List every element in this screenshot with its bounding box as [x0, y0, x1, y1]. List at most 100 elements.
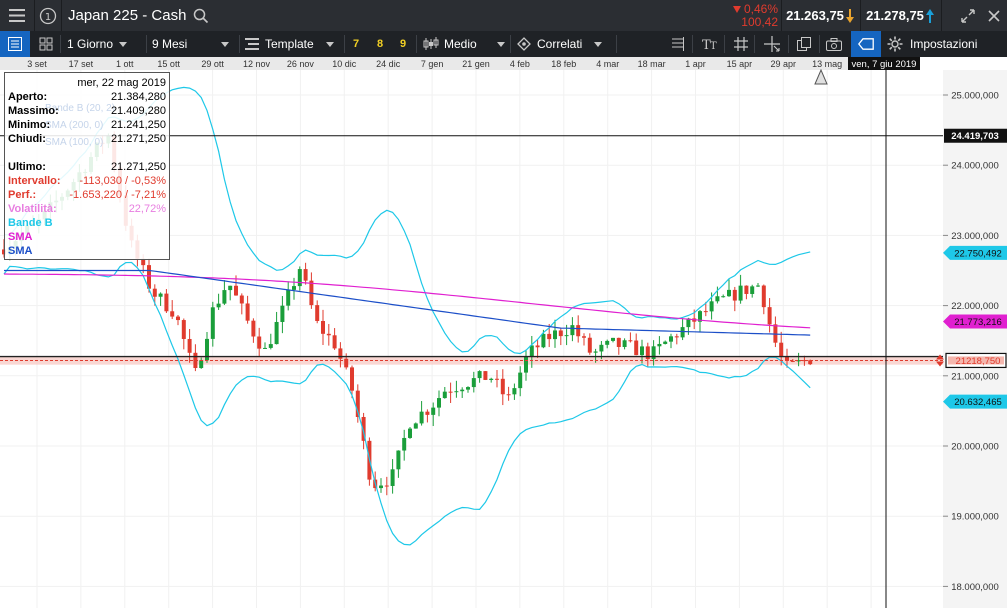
expand-button[interactable] [957, 0, 979, 31]
info-row-value: -1.653,220 / -7,21% [69, 189, 166, 201]
candle-body [779, 342, 784, 357]
template-select[interactable]: Template [245, 31, 341, 57]
candle-body [170, 311, 175, 317]
candle-body [703, 311, 708, 313]
sell-price: 21.263,75 [786, 8, 844, 23]
scroll-handle[interactable] [814, 68, 828, 85]
change-display: 0,46% 100,42 [724, 0, 778, 31]
top-bar: 1 Japan 225 - Cash 0,46% 100,42 21.263,7… [0, 0, 1007, 31]
x-tick-label: 13 mag [812, 59, 842, 69]
candle-body [640, 346, 644, 356]
candle-body [686, 318, 691, 328]
candle-body [489, 378, 494, 380]
price-markers: 22.750,492 21.773,216 21218,750 20.632,465 [936, 245, 1007, 409]
candle-body [611, 337, 615, 341]
x-tick-label: 4 feb [510, 59, 530, 69]
preset-9-button[interactable]: 9 [400, 38, 407, 50]
range-value: 9 Mesi [152, 37, 188, 51]
candle-body [628, 340, 633, 342]
down-triangle-icon [732, 5, 741, 13]
x-tick-label: 1 apr [685, 59, 706, 69]
sell-price-button[interactable]: 21.263,75 [782, 0, 858, 31]
search-icon[interactable] [193, 8, 209, 24]
candle-body [576, 325, 581, 337]
sma-100-line [4, 269, 811, 336]
menu-button[interactable] [0, 0, 34, 31]
x-tick-label: 17 set [69, 59, 94, 69]
settings-button[interactable]: Impostazioni [887, 31, 1007, 57]
candle-body [756, 285, 760, 287]
chart-toolbar: 1 Giorno 9 Mesi Template 7 8 9 Medio Cor… [0, 31, 1007, 57]
info-row-label: Massimo: [8, 105, 59, 117]
x-tick-label: 3 set [27, 59, 47, 69]
scroll-handle-icon[interactable] [814, 68, 828, 85]
chart-style-select[interactable]: Medio [423, 31, 507, 57]
candle-body [460, 389, 465, 392]
buy-price-button[interactable]: 21.278,75 [861, 0, 939, 31]
candle-body [785, 356, 789, 361]
chevron-down-icon [325, 41, 334, 47]
info-row-value: 21.384,280 [110, 91, 166, 103]
candle-body [239, 295, 244, 304]
svg-text:T: T [710, 41, 717, 51]
candle-body [605, 340, 610, 345]
crosshair-icon [764, 36, 780, 52]
preset-8-button[interactable]: 8 [377, 38, 384, 50]
x-tick-label: 24 dic [376, 59, 401, 69]
expand-icon [961, 8, 975, 23]
candle-body [750, 286, 755, 294]
annotation-tool-button[interactable] [851, 31, 881, 57]
candle-body [471, 378, 476, 388]
legend-item[interactable]: SMA [8, 231, 33, 243]
grid-toggle-button[interactable] [733, 31, 749, 57]
crosshair-price-box [944, 128, 1007, 143]
grid-layout-icon [39, 37, 53, 51]
candlestick-icon [423, 37, 439, 50]
price-axis-strip [943, 70, 1007, 608]
price-marker-label: 21218,750 [956, 356, 1001, 367]
last-price-lines [0, 355, 943, 361]
snapshot-button[interactable] [824, 31, 844, 57]
candle-body [286, 289, 291, 306]
y-tick-label: 18.000,000 [951, 582, 999, 593]
legend-item[interactable]: SMA [8, 245, 33, 257]
y-tick-label: 22.000,000 [951, 301, 999, 312]
info-row: Ultimo: 21.271,250 [8, 161, 166, 174]
duplicate-button[interactable] [795, 31, 813, 57]
info-row-label: Ultimo: [8, 161, 46, 173]
candle-body [669, 336, 673, 342]
panel-toggle-button[interactable] [0, 31, 30, 57]
timeframe-value: 1 Giorno [67, 37, 114, 51]
arrow-down-icon [845, 8, 854, 23]
close-button[interactable] [983, 0, 1005, 31]
info-row: Intervallo: -113,030 / -0,53% [8, 175, 166, 188]
x-tick-label: 29 ott [201, 59, 224, 69]
candle-body [431, 407, 436, 415]
correlated-select[interactable]: Correlati [517, 31, 613, 57]
ghost-indicator-label: SMA (200, 0) [45, 120, 104, 131]
legend-item[interactable]: Bande B [8, 217, 53, 229]
candle-body [657, 343, 662, 347]
candle-body [228, 285, 233, 291]
range-select[interactable]: 9 Mesi [152, 31, 236, 57]
timeframe-select[interactable]: 1 Giorno [67, 31, 143, 57]
template-label: Template [265, 37, 314, 51]
candle-body [402, 437, 407, 451]
bollinger-lower-line [3, 261, 811, 546]
candle-body [413, 423, 418, 429]
x-tick-label: 18 feb [551, 59, 576, 69]
candle-body [303, 269, 308, 281]
crosshair-tool-button[interactable] [762, 31, 782, 57]
layout-button[interactable] [36, 31, 56, 57]
history-button[interactable]: 1 [35, 0, 61, 31]
price-marker-label: 20.632,465 [954, 397, 1002, 408]
candle-body [419, 411, 424, 424]
info-row: Perf.: -1.653,220 / -7,21% [8, 189, 166, 202]
candle-body [315, 305, 320, 322]
clock-number-icon: 1 [39, 7, 57, 24]
candle-body [738, 285, 743, 301]
draw-lines-button[interactable] [670, 31, 686, 57]
preset-7-button[interactable]: 7 [353, 38, 360, 50]
instrument-title[interactable]: Japan 225 - Cash [68, 0, 218, 31]
